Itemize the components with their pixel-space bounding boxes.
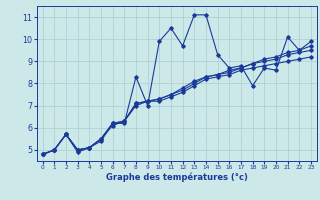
X-axis label: Graphe des températures (°c): Graphe des températures (°c) (106, 173, 248, 182)
